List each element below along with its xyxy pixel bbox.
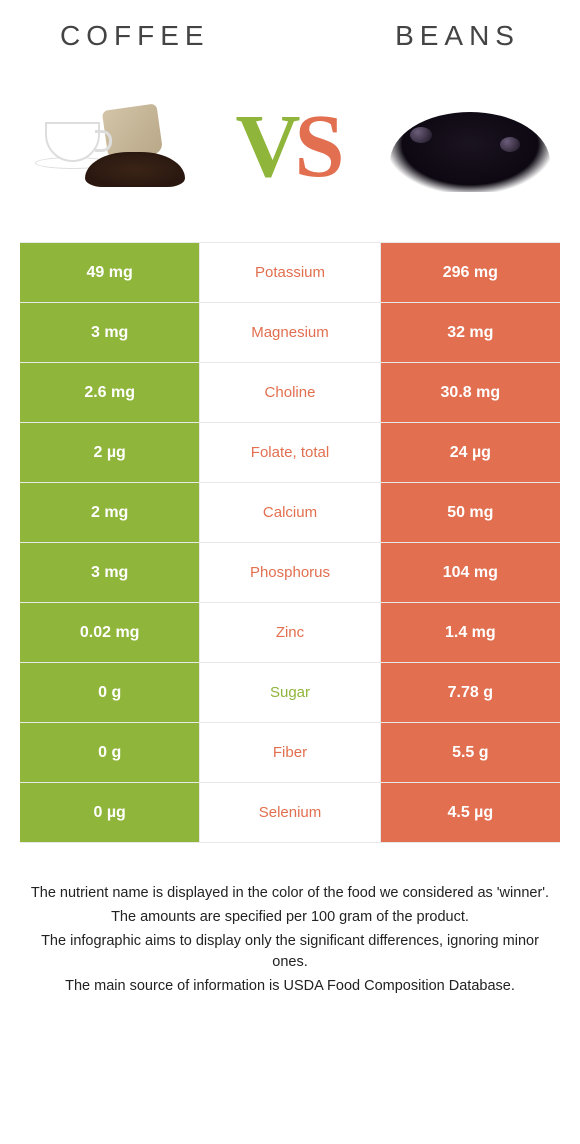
title-right: BEANS <box>395 20 520 52</box>
value-left: 3 mg <box>20 543 200 602</box>
vs-s: S <box>294 102 344 192</box>
value-right: 5.5 g <box>380 723 560 782</box>
nutrient-name: Choline <box>200 363 379 422</box>
beans-image <box>390 92 550 202</box>
table-row: 0 gFiber5.5 g <box>20 722 560 782</box>
nutrient-name: Phosphorus <box>200 543 379 602</box>
nutrient-name: Potassium <box>200 243 379 302</box>
vs-label: V S <box>235 102 344 192</box>
value-right: 50 mg <box>380 483 560 542</box>
nutrient-name: Zinc <box>200 603 379 662</box>
vs-v: V <box>235 102 300 192</box>
value-right: 104 mg <box>380 543 560 602</box>
footer-line: The main source of information is USDA F… <box>28 976 552 998</box>
coffee-image <box>30 92 190 202</box>
footer-line: The infographic aims to display only the… <box>28 931 552 975</box>
value-right: 32 mg <box>380 303 560 362</box>
value-left: 49 mg <box>20 243 200 302</box>
value-right: 4.5 µg <box>380 783 560 842</box>
table-row: 3 mgMagnesium32 mg <box>20 302 560 362</box>
value-left: 2.6 mg <box>20 363 200 422</box>
value-right: 24 µg <box>380 423 560 482</box>
table-row: 3 mgPhosphorus104 mg <box>20 542 560 602</box>
nutrient-name: Magnesium <box>200 303 379 362</box>
table-row: 49 mgPotassium296 mg <box>20 242 560 302</box>
title-left: COFFEE <box>60 20 210 52</box>
value-right: 7.78 g <box>380 663 560 722</box>
value-left: 2 mg <box>20 483 200 542</box>
value-left: 3 mg <box>20 303 200 362</box>
nutrient-name: Fiber <box>200 723 379 782</box>
table-row: 0 µgSelenium4.5 µg <box>20 782 560 842</box>
header: COFFEE BEANS <box>0 0 580 62</box>
value-left: 2 µg <box>20 423 200 482</box>
nutrient-table: 49 mgPotassium296 mg3 mgMagnesium32 mg2.… <box>20 242 560 843</box>
nutrient-name: Sugar <box>200 663 379 722</box>
value-left: 0 g <box>20 663 200 722</box>
table-row: 0 gSugar7.78 g <box>20 662 560 722</box>
value-left: 0.02 mg <box>20 603 200 662</box>
table-row: 2 mgCalcium50 mg <box>20 482 560 542</box>
value-left: 0 µg <box>20 783 200 842</box>
value-right: 30.8 mg <box>380 363 560 422</box>
table-row: 0.02 mgZinc1.4 mg <box>20 602 560 662</box>
footer-line: The amounts are specified per 100 gram o… <box>28 907 552 929</box>
value-left: 0 g <box>20 723 200 782</box>
nutrient-name: Calcium <box>200 483 379 542</box>
nutrient-name: Folate, total <box>200 423 379 482</box>
footer-notes: The nutrient name is displayed in the co… <box>0 843 580 998</box>
nutrient-name: Selenium <box>200 783 379 842</box>
vs-row: V S <box>0 62 580 242</box>
value-right: 1.4 mg <box>380 603 560 662</box>
table-row: 2 µgFolate, total24 µg <box>20 422 560 482</box>
table-row: 2.6 mgCholine30.8 mg <box>20 362 560 422</box>
footer-line: The nutrient name is displayed in the co… <box>28 883 552 905</box>
value-right: 296 mg <box>380 243 560 302</box>
